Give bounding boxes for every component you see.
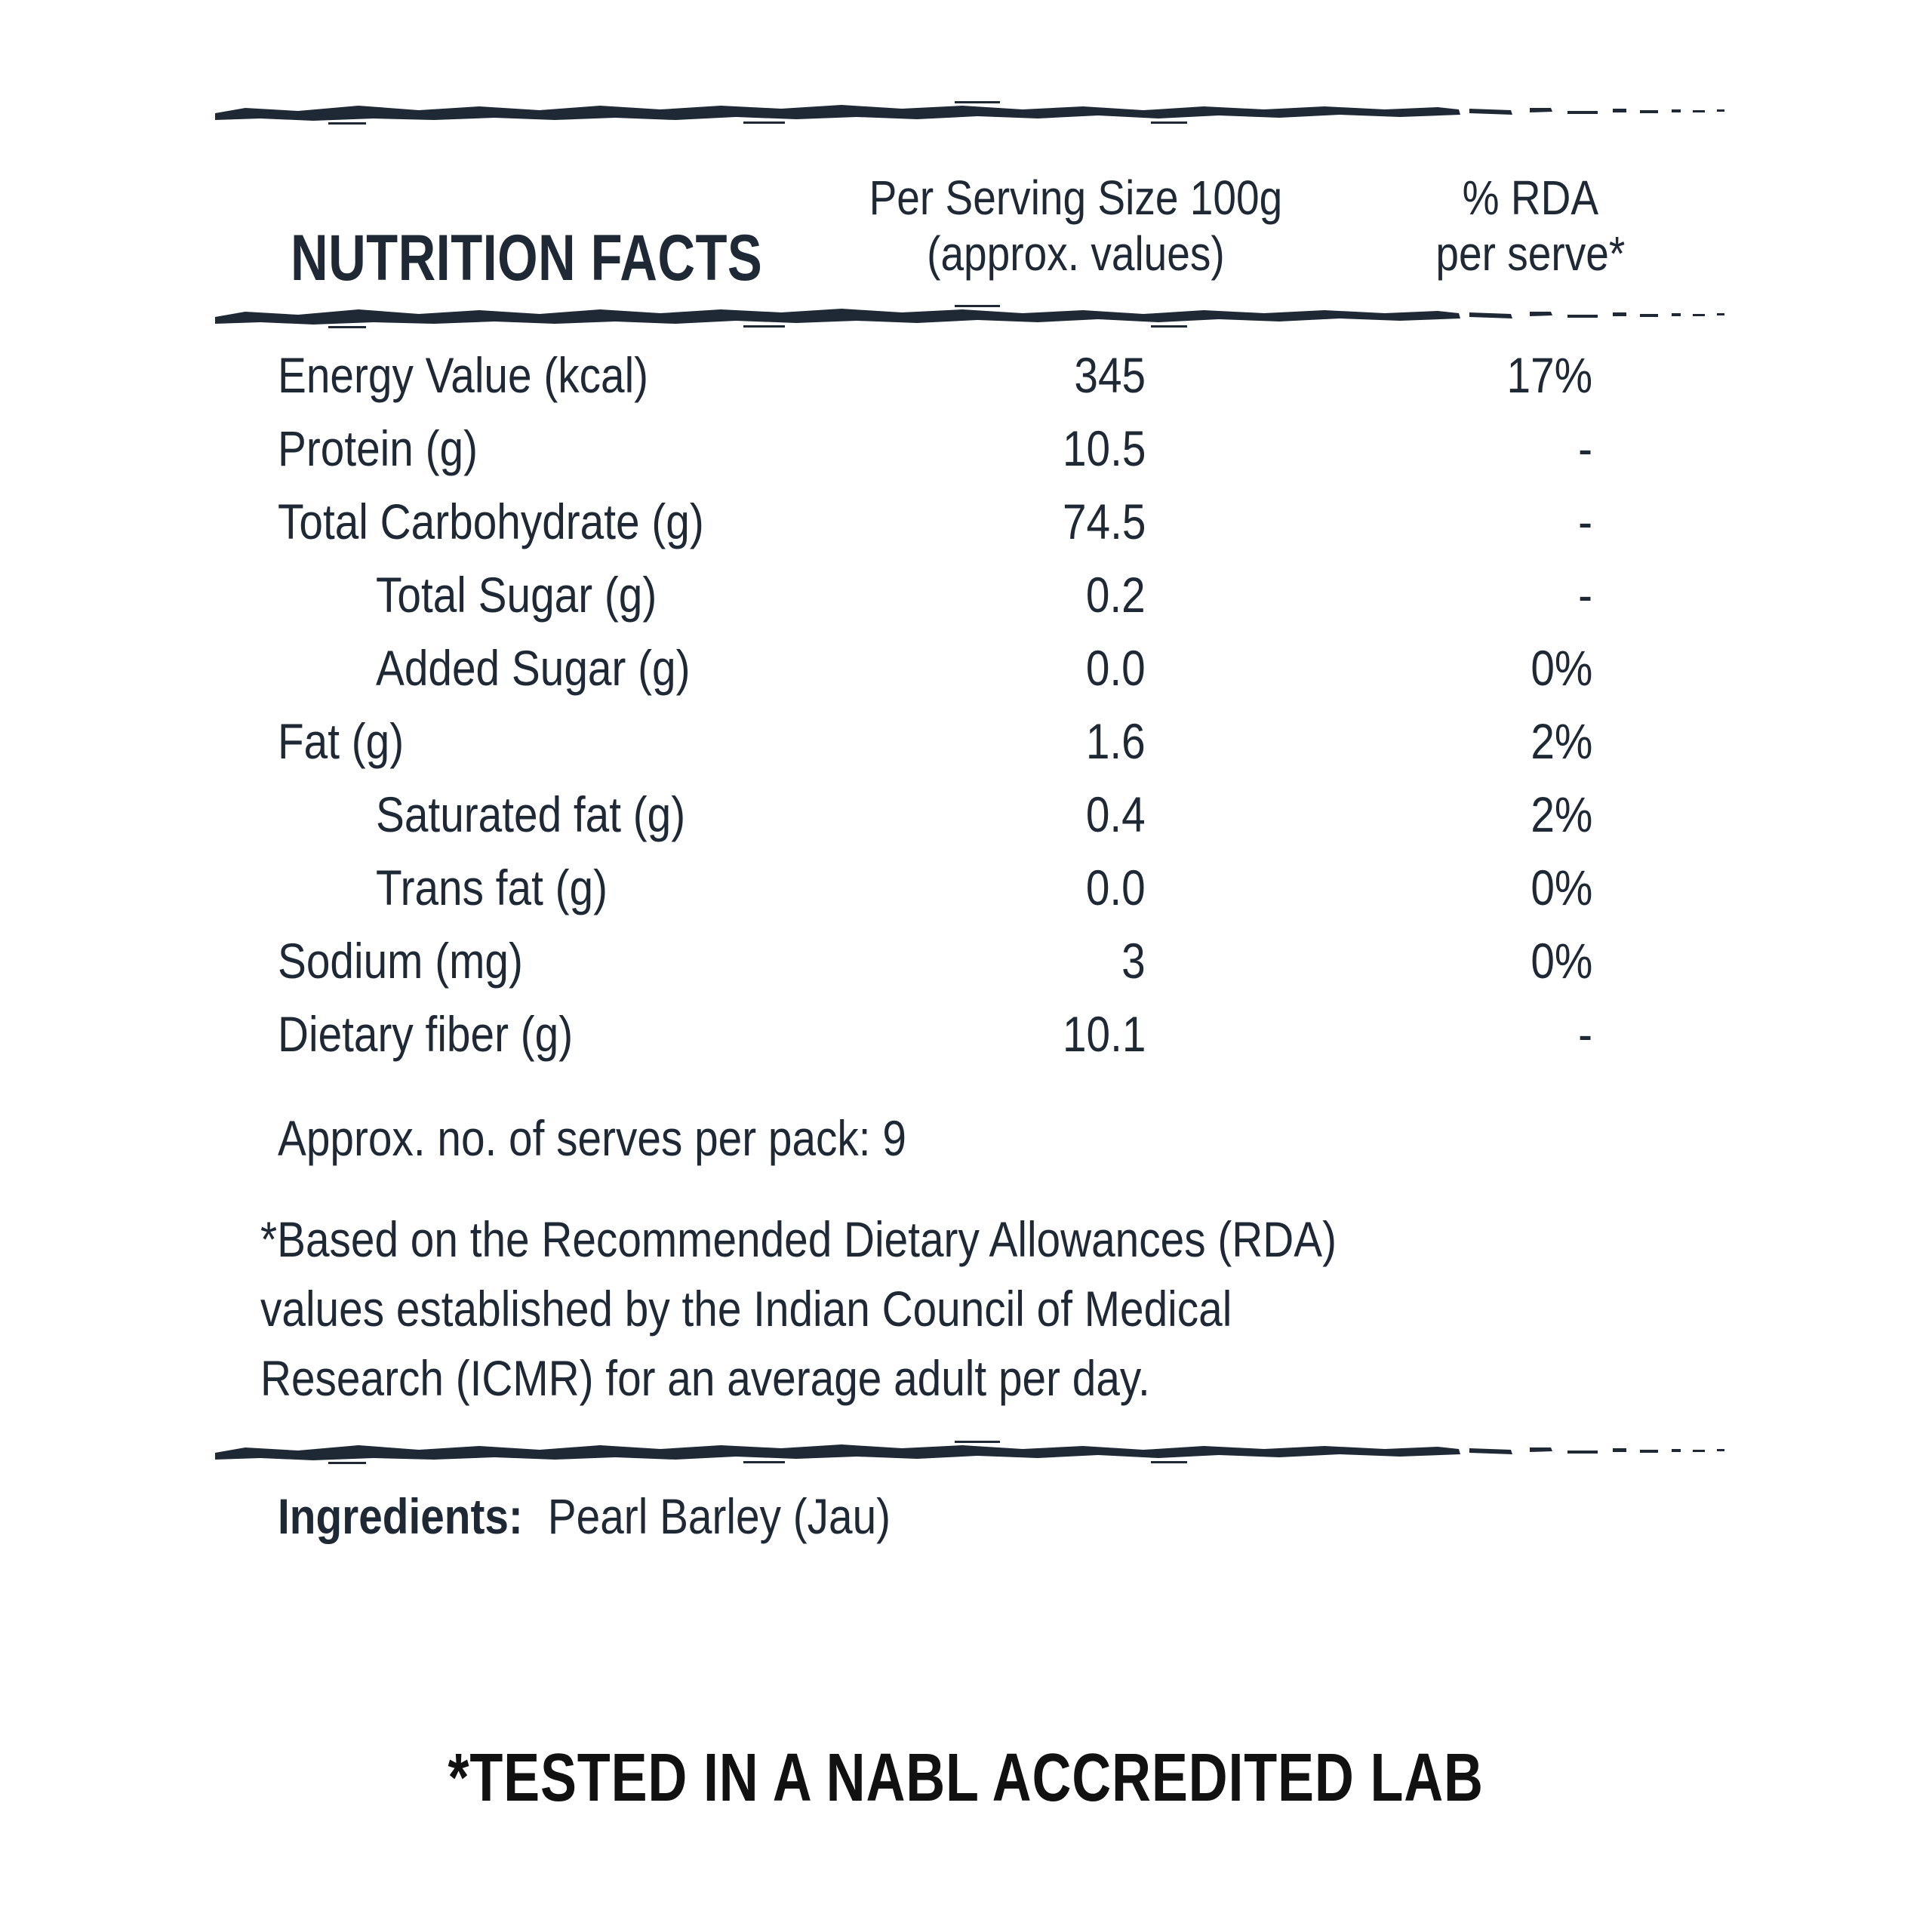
nutrient-value: 0.0	[1086, 639, 1146, 696]
table-row: Total Sugar (g) 0.2 -	[215, 558, 1592, 631]
table-row: Trans fat (g) 0.0 0%	[215, 851, 1592, 924]
page-title: NUTRITION FACTS	[215, 225, 819, 293]
nutrient-rda: 0%	[1530, 932, 1592, 989]
nutrient-rda: -	[1578, 566, 1592, 623]
rda-header-line2: per serve*	[1435, 226, 1625, 281]
rda-footnote-line: values established by the Indian Council…	[260, 1281, 1232, 1337]
table-row: Total Carbohydrate (g) 74.5 -	[215, 485, 1592, 558]
nutrient-rda: 0%	[1530, 639, 1592, 696]
column-header-rda: % RDA per serve*	[1332, 170, 1728, 281]
table-header: NUTRITION FACTS Per Serving Size 100g (a…	[215, 158, 1728, 293]
nutrient-value: 3	[1121, 932, 1146, 989]
table-row: Energy Value (kcal) 345 17%	[215, 338, 1592, 411]
nutrient-value: 0.2	[1086, 566, 1146, 623]
nutrient-name: Trans fat (g)	[376, 859, 608, 915]
nutrient-rda: -	[1578, 420, 1592, 476]
nutrient-name: Dietary fiber (g)	[278, 1005, 574, 1062]
nutrient-rda: -	[1578, 493, 1592, 549]
serving-header-line2: (approx. values)	[926, 226, 1225, 281]
nutrition-facts-title: NUTRITION FACTS	[291, 222, 763, 294]
table-row: Saturated fat (g) 0.4 2%	[215, 777, 1592, 851]
nutrient-rda: 0%	[1530, 859, 1592, 915]
serving-header-line1: Per Serving Size 100g	[869, 171, 1282, 225]
nutrient-value: 345	[1074, 346, 1146, 403]
table-row: Sodium (mg) 3 0%	[215, 924, 1592, 997]
nutrition-table-body: Energy Value (kcal) 345 17% Protein (g) …	[215, 338, 1592, 1070]
nutrient-rda: 2%	[1530, 712, 1592, 769]
rda-footnote: *Based on the Recommended Dietary Allowa…	[215, 1204, 1512, 1413]
rda-header-line1: % RDA	[1462, 171, 1598, 225]
nutrient-name: Sodium (mg)	[278, 932, 523, 989]
nutrient-value: 74.5	[1062, 493, 1146, 549]
ingredients-text: Ingredients: Pearl Barley (Jau)	[278, 1487, 891, 1545]
column-header-serving: Per Serving Size 100g (approx. values)	[819, 170, 1332, 281]
nutrient-name: Protein (g)	[278, 420, 478, 476]
nutrient-value: 0.4	[1086, 786, 1146, 842]
table-row: Added Sugar (g) 0.0 0%	[215, 631, 1592, 704]
rda-footnote-line: *Based on the Recommended Dietary Allowa…	[260, 1211, 1337, 1267]
nutrient-value: 10.5	[1062, 420, 1146, 476]
nutrient-name: Saturated fat (g)	[376, 786, 686, 842]
nutrient-value: 10.1	[1062, 1005, 1146, 1062]
rda-footnote-line: Research (ICMR) for an average adult per…	[260, 1350, 1150, 1406]
ingredients-brush-divider	[215, 1441, 1724, 1464]
top-brush-divider	[215, 101, 1724, 125]
ingredients-label: Ingredients:	[278, 1488, 523, 1544]
nutrient-value: 0.0	[1086, 859, 1146, 915]
nutrient-name: Added Sugar (g)	[376, 639, 691, 696]
nutrient-rda: 2%	[1530, 786, 1592, 842]
nutrient-name: Fat (g)	[278, 712, 405, 769]
table-row: Protein (g) 10.5 -	[215, 411, 1592, 485]
nutrient-rda: 17%	[1506, 346, 1592, 403]
nutrient-name: Energy Value (kcal)	[278, 346, 649, 403]
ingredients-line: Ingredients: Pearl Barley (Jau)	[215, 1479, 990, 1553]
lab-tested-tagline: *TESTED IN A NABL ACCREDITED LAB	[0, 1733, 1932, 1823]
serves-note-text: Approx. no. of serves per pack: 9	[278, 1110, 906, 1166]
nutrient-name: Total Sugar (g)	[376, 566, 657, 623]
nutrient-rda: -	[1578, 1005, 1592, 1062]
header-brush-divider	[215, 305, 1724, 328]
table-row: Fat (g) 1.6 2%	[215, 704, 1592, 777]
table-row: Dietary fiber (g) 10.1 -	[215, 997, 1592, 1070]
nutrient-name: Total Carbohydrate (g)	[278, 493, 704, 549]
serves-note: Approx. no. of serves per pack: 9	[215, 1103, 1009, 1173]
nutrient-value: 1.6	[1086, 712, 1146, 769]
lab-tested-text: *TESTED IN A NABL ACCREDITED LAB	[448, 1740, 1484, 1816]
ingredients-value: Pearl Barley (Jau)	[547, 1488, 891, 1544]
nutrition-label: NUTRITION FACTS Per Serving Size 100g (a…	[215, 0, 1728, 1932]
